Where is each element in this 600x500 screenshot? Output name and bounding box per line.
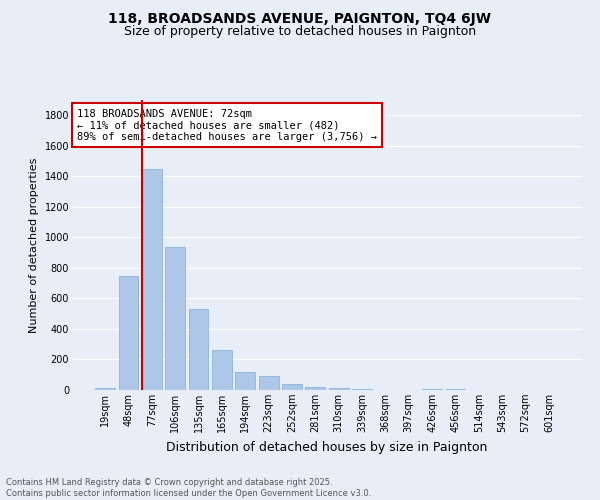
Bar [422, 389, 442, 390]
Bar [446, 389, 466, 390]
Bar [142, 168, 162, 390]
Bar [212, 350, 232, 390]
Text: Size of property relative to detached houses in Paignton: Size of property relative to detached ho… [124, 25, 476, 38]
Bar [352, 389, 372, 390]
Text: 118, BROADSANDS AVENUE, PAIGNTON, TQ4 6JW: 118, BROADSANDS AVENUE, PAIGNTON, TQ4 6J… [109, 12, 491, 26]
X-axis label: Distribution of detached houses by size in Paignton: Distribution of detached houses by size … [166, 440, 488, 454]
Text: Contains HM Land Registry data © Crown copyright and database right 2025.
Contai: Contains HM Land Registry data © Crown c… [6, 478, 371, 498]
Text: 118 BROADSANDS AVENUE: 72sqm
← 11% of detached houses are smaller (482)
89% of s: 118 BROADSANDS AVENUE: 72sqm ← 11% of de… [77, 108, 377, 142]
Bar [165, 246, 185, 390]
Bar [329, 388, 349, 390]
Bar [119, 276, 139, 390]
Y-axis label: Number of detached properties: Number of detached properties [29, 158, 39, 332]
Bar [188, 309, 208, 390]
Bar [259, 376, 278, 390]
Bar [235, 372, 255, 390]
Bar [305, 387, 325, 390]
Bar [95, 388, 115, 390]
Bar [282, 384, 302, 390]
